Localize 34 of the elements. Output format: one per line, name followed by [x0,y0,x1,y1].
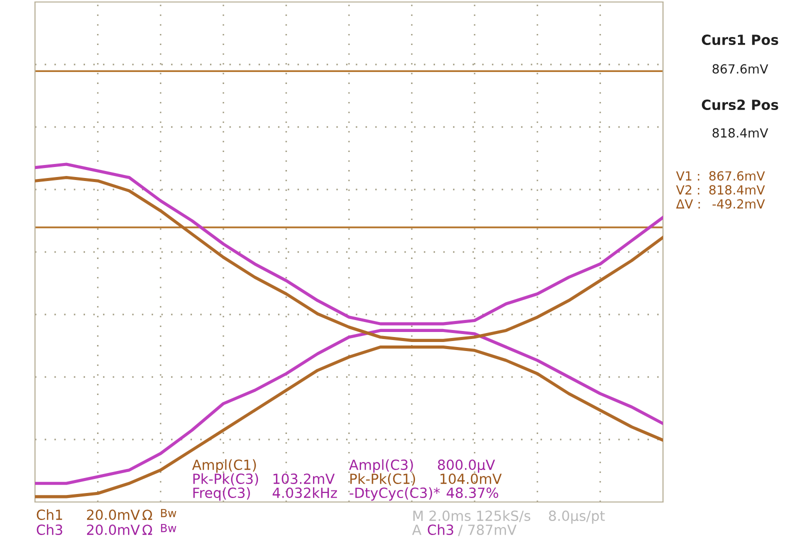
annotation: 48.37% [446,488,498,498]
text: 867.6mV [709,171,765,181]
text: V1 : [676,171,700,180]
annotation: Freq(C3) [193,487,250,501]
annotation: 103.2mV [274,474,335,484]
annotation: -DtyCyc(C3)* [350,487,440,501]
text: V2 : [676,185,700,194]
text: ΔV : [676,199,700,208]
text: 818.4mV [712,128,768,138]
annotation: Pk-Pk(C3) [193,473,258,486]
text: Bw [161,524,176,532]
annotation: 104.0mV [440,474,502,484]
text: -49.2mV [712,199,765,209]
annotation: Pk-Pk(C1) [350,473,416,486]
text: Bw [161,508,176,518]
text: Ch3 [36,524,62,536]
text: A [412,524,422,535]
text: Ω [142,524,152,535]
text: 20.0mV [87,524,140,536]
text: 8.0µs/pt [548,510,605,524]
text: / 787mV [458,524,517,536]
annotation: 4.032kHz [272,487,337,498]
text: Ch1 [36,509,62,520]
text: M 2.0ms 125kS/s [413,510,530,522]
text: 818.4mV [709,185,765,195]
annotation: Ampl(C3) [349,459,413,473]
text: Ω [142,510,152,520]
annotation: 800.0µV [438,460,495,473]
text: Curs2 Pos [702,100,778,110]
text: Curs1 Pos [702,34,778,46]
annotation: Ampl(C1) [192,459,256,473]
text: Ch3 [428,524,454,536]
text: 20.0mV [87,510,140,520]
text: 867.6mV [712,64,768,74]
